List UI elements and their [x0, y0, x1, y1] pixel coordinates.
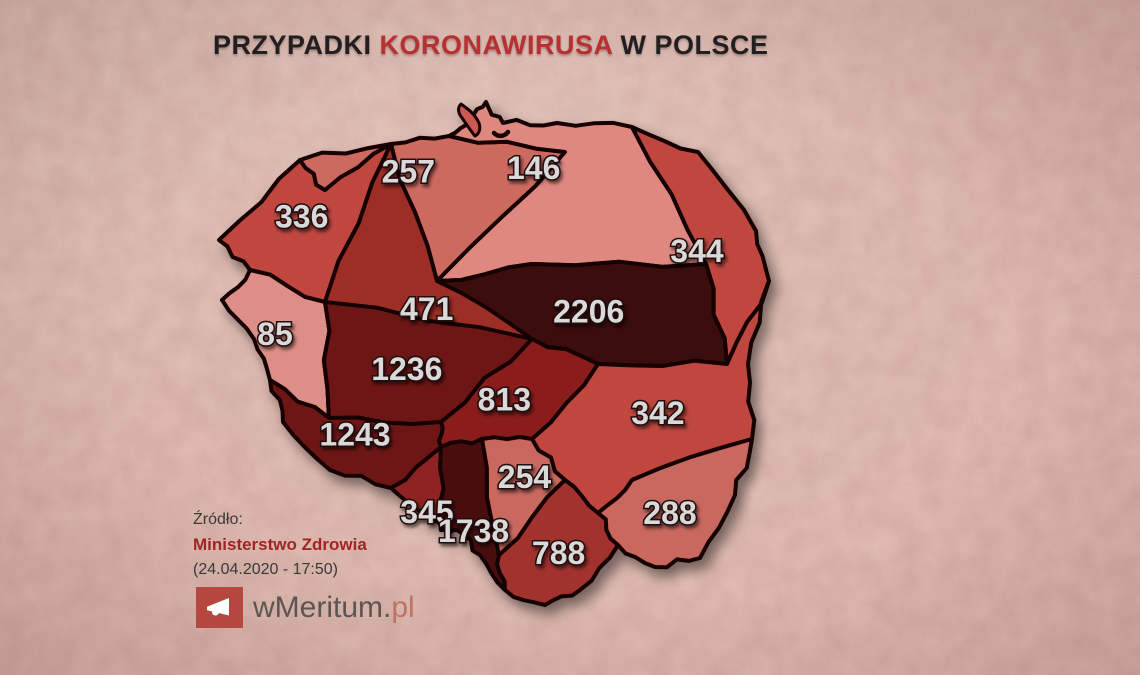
svg-text:788: 788 — [532, 535, 585, 571]
svg-text:288: 288 — [643, 495, 696, 531]
svg-text:344: 344 — [670, 233, 724, 269]
svg-text:342: 342 — [631, 395, 684, 431]
svg-text:257: 257 — [382, 153, 435, 189]
svg-text:1243: 1243 — [319, 416, 390, 452]
svg-text:254: 254 — [498, 459, 552, 495]
svg-text:471: 471 — [400, 291, 453, 327]
svg-text:85: 85 — [257, 316, 293, 352]
svg-text:146: 146 — [507, 150, 560, 186]
svg-text:336: 336 — [275, 199, 328, 235]
svg-text:1738: 1738 — [438, 513, 509, 549]
svg-text:2206: 2206 — [553, 294, 624, 330]
svg-text:813: 813 — [478, 381, 531, 417]
svg-text:1236: 1236 — [371, 351, 442, 387]
